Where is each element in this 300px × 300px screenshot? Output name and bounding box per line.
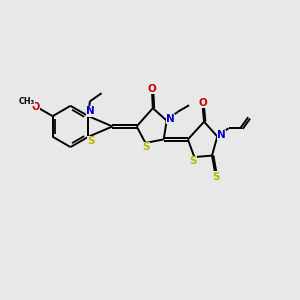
Text: S: S bbox=[189, 157, 196, 166]
Text: S: S bbox=[87, 136, 94, 146]
Text: N: N bbox=[217, 130, 226, 140]
Text: CH₃: CH₃ bbox=[19, 97, 35, 106]
Text: N: N bbox=[167, 114, 175, 124]
Text: O: O bbox=[32, 102, 40, 112]
Text: O: O bbox=[148, 84, 156, 94]
Text: S: S bbox=[142, 142, 149, 152]
Text: N: N bbox=[86, 106, 94, 116]
Text: S: S bbox=[213, 172, 220, 182]
Text: O: O bbox=[198, 98, 207, 108]
